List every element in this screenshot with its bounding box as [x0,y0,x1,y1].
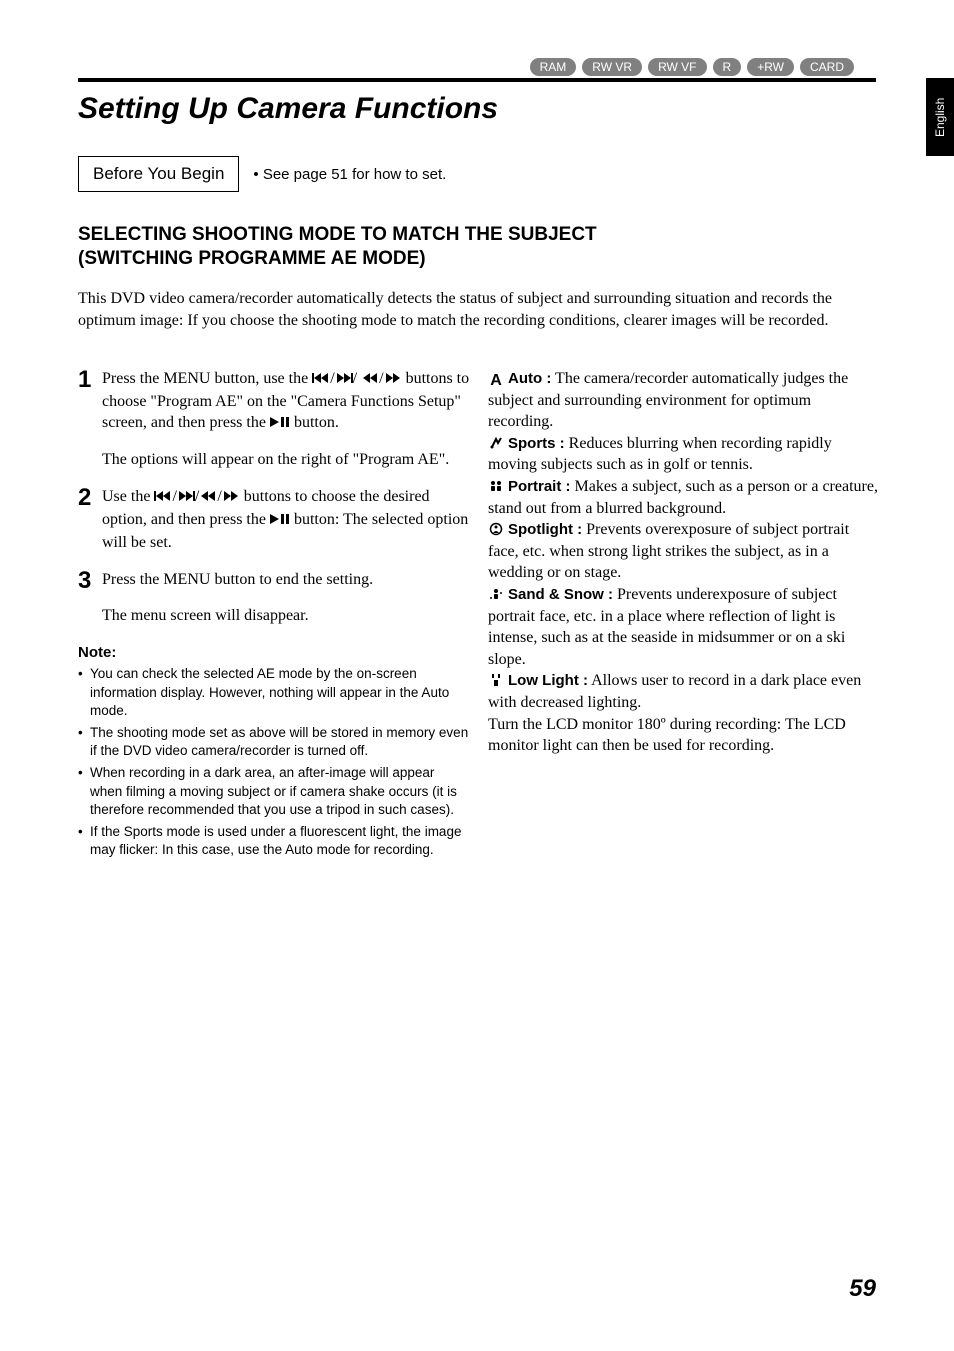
left-column: 1 Press the MENU button, use the // / bu… [78,368,470,864]
prev-track-icon [312,369,330,391]
note-item: If the Sports mode is used under a fluor… [78,823,470,859]
step-body: Press the MENU button, use the // / butt… [102,368,470,470]
section-title: SELECTING SHOOTING MODE TO MATCH THE SUB… [78,223,597,271]
step-3: 3 Press the MENU button to end the setti… [78,569,470,626]
step-1: 1 Press the MENU button, use the // / bu… [78,368,470,470]
tag-rwvf: RW VF [648,58,706,76]
step-body: Press the MENU button to end the setting… [102,569,470,626]
step-text: button. [294,414,339,431]
prev-track-icon [154,487,172,509]
mode-lowlight-extra: Turn the LCD monitor 180º during recordi… [488,714,880,757]
mode-label: Sand & Snow : [508,586,613,603]
spotlight-icon [488,521,504,537]
step-text: Press the MENU button, use the [102,370,312,387]
mode-sports: Sports : Reduces blurring when recording… [488,433,880,476]
mode-lowlight: Low Light : Allows user to record in a d… [488,670,880,713]
portrait-icon [488,478,504,494]
section-title-line2: (SWITCHING PROGRAMME AE MODE) [78,248,426,269]
play-pause-icon [270,413,290,435]
mode-auto: A Auto : The camera/recorder automatical… [488,368,880,433]
before-you-begin-note: • See page 51 for how to set. [253,166,446,183]
step-body: Use the /// buttons to choose the desire… [102,486,470,553]
forward-icon [222,487,240,509]
sand-snow-icon [488,586,504,602]
note-list: You can check the selected AE mode by th… [78,665,470,859]
step-number: 3 [78,569,96,593]
mode-spotlight: Spotlight : Prevents overexposure of sub… [488,519,880,584]
note-heading: Note: [78,644,470,661]
auto-icon: A [488,373,504,389]
step-subtext: The options will appear on the right of … [102,449,470,471]
forward-icon [384,369,402,391]
rewind-icon [199,487,217,509]
tag-card: CARD [800,58,854,76]
language-side-tab: English [926,78,954,156]
title-rule [78,78,876,82]
note-item: When recording in a dark area, an after-… [78,764,470,819]
mode-label: Sports : [508,435,565,452]
play-pause-icon [270,510,290,532]
page-number: 59 [849,1275,876,1303]
step-number: 2 [78,486,96,510]
tag-plusrw: +RW [747,58,794,76]
sports-icon [488,435,504,451]
before-you-begin-row: Before You Begin • See page 51 for how t… [78,156,446,192]
mode-label: Portrait : [508,478,571,495]
step-text: Press the MENU button to end the setting… [102,571,373,588]
main-title: Setting Up Camera Functions [78,92,498,126]
mode-portrait: Portrait : Makes a subject, such as a pe… [488,476,880,519]
mode-label: Spotlight : [508,521,582,538]
tag-ram: RAM [530,58,577,76]
step-number: 1 [78,368,96,392]
note-item: The shooting mode set as above will be s… [78,724,470,760]
rewind-icon [361,369,379,391]
next-track-icon [335,369,353,391]
mode-label: Low Light : [508,672,588,689]
tag-r: R [713,58,742,76]
step-2: 2 Use the /// buttons to choose the desi… [78,486,470,553]
before-you-begin-box: Before You Begin [78,156,239,192]
format-tags-row: RAM RW VR RW VF R +RW CARD [530,58,854,76]
tag-rwvr: RW VR [582,58,642,76]
step-subtext: The menu screen will disappear. [102,605,470,627]
section-title-line1: SELECTING SHOOTING MODE TO MATCH THE SUB… [78,224,597,245]
mode-sandsnow: Sand & Snow : Prevents underexposure of … [488,584,880,670]
right-column: A Auto : The camera/recorder automatical… [488,368,880,757]
intro-paragraph: This DVD video camera/recorder automatic… [78,288,876,331]
lowlight-icon [488,672,504,688]
step-text: Use the [102,488,154,505]
next-track-icon [177,487,195,509]
note-item: You can check the selected AE mode by th… [78,665,470,720]
mode-label: Auto : [508,370,551,387]
